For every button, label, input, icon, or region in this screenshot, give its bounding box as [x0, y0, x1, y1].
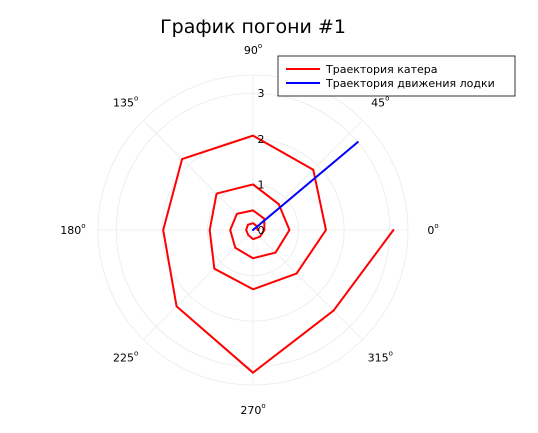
- legend-label-1: Траектория движения лодки: [325, 77, 495, 90]
- angular-tick-value: 90: [244, 44, 258, 57]
- angular-tick-value: 270: [240, 404, 261, 417]
- angular-tick-label-270: 270o: [240, 402, 265, 417]
- angular-tick-label-225: 225o: [113, 349, 138, 364]
- angular-gridline-3: [143, 120, 254, 231]
- angular-tick-value: 315: [368, 351, 389, 364]
- series-line-1: [252, 141, 359, 231]
- angular-gridline-7: [252, 229, 363, 340]
- angular-tick-value: 0: [427, 224, 434, 237]
- legend-box: [277, 55, 516, 97]
- degree-mark: o: [81, 222, 85, 230]
- degree-mark: o: [389, 349, 393, 357]
- radial-tick-label-0: 0: [258, 224, 265, 237]
- angular-tick-value: 135: [113, 97, 134, 110]
- degree-mark: o: [258, 42, 262, 50]
- degree-mark: o: [134, 95, 138, 103]
- legend-label-0: Траектория катера: [325, 63, 438, 76]
- angular-gridline-5: [143, 229, 254, 340]
- degree-mark: o: [434, 222, 438, 230]
- angular-tick-label-0: 0o: [427, 222, 438, 237]
- angular-tick-label-180: 180o: [60, 222, 85, 237]
- angular-tick-label-315: 315o: [368, 349, 393, 364]
- radial-tick-label-3: 3: [258, 87, 265, 100]
- degree-mark: o: [261, 402, 265, 410]
- angular-tick-label-135: 135o: [113, 95, 138, 110]
- angular-tick-value: 180: [60, 224, 81, 237]
- polar-grid: [97, 74, 409, 386]
- degree-mark: o: [134, 349, 138, 357]
- chart-title: График погони #1: [160, 16, 346, 38]
- angular-tick-label-90: 90o: [244, 42, 262, 57]
- angular-tick-value: 225: [113, 351, 134, 364]
- angular-tick-value: 45: [371, 97, 385, 110]
- angular-gridline-1: [252, 120, 363, 231]
- radial-tick-label-2: 2: [258, 133, 265, 146]
- series-line-0: [162, 134, 395, 374]
- radial-tick-label-1: 1: [258, 178, 265, 191]
- angular-tick-label-45: 45o: [371, 95, 389, 110]
- series-layer: [162, 134, 395, 374]
- degree-mark: o: [385, 95, 389, 103]
